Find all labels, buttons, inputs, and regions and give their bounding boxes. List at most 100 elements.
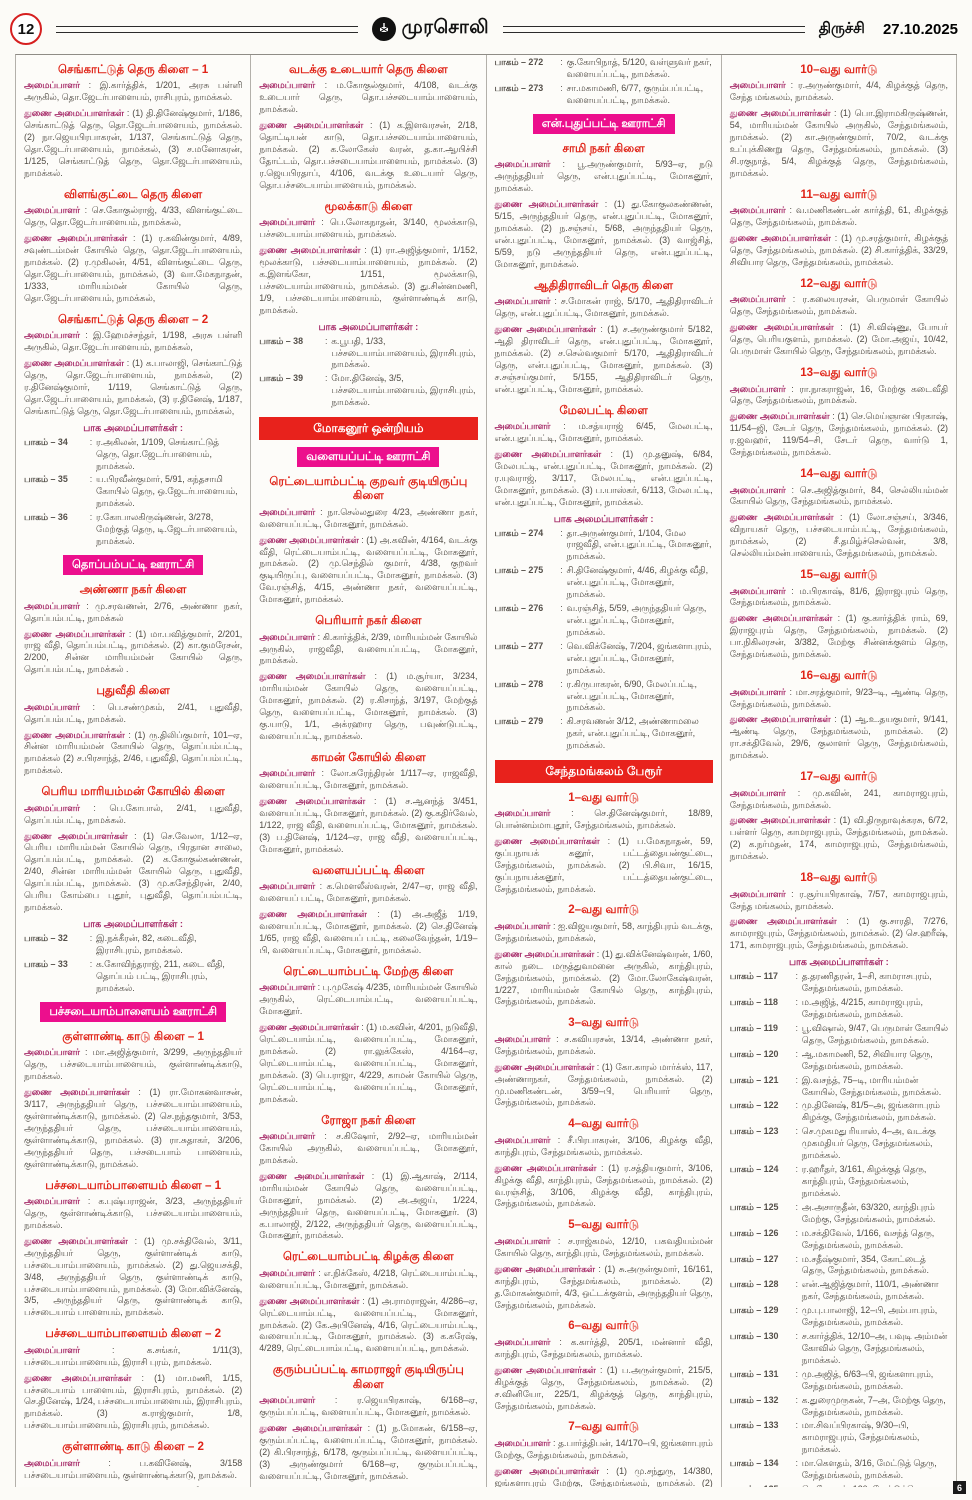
part-number-label: பாகம் – 126 (729, 1227, 779, 1238)
organizer-para: அமைப்பாளர் : ரா.நாகராஜன், 16, மேற்கு கடை… (729, 383, 948, 406)
part-number-label: பாகம் – 121 (729, 1074, 779, 1085)
para-label: அமைப்பாளர் (494, 1437, 551, 1448)
part-item: பாகம் – 132: க.துரைமுருகன், 7–அ, மேற்கு த… (730, 1395, 948, 1419)
part-number-label: பாகம் – 34 (24, 436, 68, 447)
para-label: அமைப்பாளர் (259, 506, 316, 517)
branch-title: ரெட்டையாம்பட்டி குறவர் குடியிருப்பு கிளை (269, 474, 468, 503)
part-organizers-subhead: பாக அமைப்பாளர்கள் : (83, 918, 183, 930)
para-label: அமைப்பாளர் (494, 159, 551, 170)
deputy-organizers-para: துணை அமைப்பாளர்கள் : (1) ரா.மோகனவாசன், 3… (24, 1087, 243, 1169)
part-text: க.கோவிந்தராஜ், 211, கடை வீதி, தொப்பம் பட… (96, 958, 225, 993)
deputy-organizers-para: துணை அமைப்பாளர்கள் : (1) ச.அருண்குமார் 5… (494, 324, 713, 394)
para-label: துணை அமைப்பாளர்கள் (494, 1061, 595, 1072)
part-colon: : (795, 1279, 798, 1290)
part-number-label: பாகம் – 125 (729, 1201, 779, 1212)
para-label: துணை அமைப்பாளர்கள் (259, 120, 364, 131)
part-colon: : (89, 474, 93, 485)
part-item: பாகம் – 126: ம.சக்திவேல், 1/166, வசந்த் த… (730, 1228, 948, 1252)
organizer-para: அமைப்பாளர் : க.புஷ்பராஜன், 3/23, அருந்தத… (24, 1196, 243, 1230)
para-label: அமைப்பாளர் (729, 80, 786, 91)
para-label: துணை அமைப்பாளர்கள் (494, 835, 600, 846)
part-text: ர.கிருபாகரன், 6/90, மேலப்பட்டி, என்.புது… (566, 678, 697, 713)
deputy-organizers-para: துணை அமைப்பாளர்கள் : (1) தி.தினேஷ்குமார்… (24, 108, 243, 178)
organizer-para: அமைப்பாளர் : க.சங்கர், 1/11(3), பச்சடையா… (24, 1344, 243, 1367)
part-text: செ.கோகுல், 120, மேட்டுத்தெரு, சேந்தமங்கல… (802, 1484, 948, 1487)
organizer-para: அமைப்பாளர் : செ.அஜித்குமார், 84, செல்லிய… (729, 484, 948, 507)
part-number-label: பாகம் – 276 (494, 603, 544, 614)
organizer-para: அமைப்பாளர் : ர.கலையரசன், பெருமாள் கோயில்… (729, 294, 948, 317)
masthead-rule-right (503, 25, 805, 33)
branch-title: 6–வது வார்டு (568, 1319, 640, 1333)
organizer-para: அமைப்பாளர் : பெ.லோகநாதன், 3/140, மூலக்கா… (259, 217, 478, 240)
deputy-organizers-para: துணை அமைப்பாளர்கள் : (1) அ.அஜீத் 1/19, வ… (259, 909, 478, 955)
part-text: ஆ.மகாமணி, 52, சிவியார தெரு, சேந்தமங்கலம்… (801, 1048, 933, 1071)
organizer-para: அமைப்பாளர் : நா.செல்லதுரை 4/23, அண்ணா நக… (259, 506, 478, 529)
organizer-para: அமைப்பாளர் : சீ.பிரபாகரன், 3/106, கிழக்க… (494, 1134, 713, 1157)
continuation-page-marker: 6 (953, 1481, 966, 1494)
part-text: இ.நக்கீரன், 82, கடைவீதி, இராசிபுரம், நாம… (96, 933, 197, 955)
part-item: பாகம் – 276: வ.ரஞ்சித், 5/59, அருந்ததியர்… (495, 603, 713, 639)
para-label: துணை அமைப்பாளர்கள் (24, 233, 127, 244)
deputy-organizers-para: துணை அமைப்பாளர்கள் : (1) மு.தனுஷ், 6/84,… (494, 448, 713, 507)
part-item: பாகம் – 121: இ.வசந்த், 75–டி, மாரியம்மன் … (730, 1075, 948, 1099)
organizer-para: அமைப்பாளர் : ச.மோகன் ராஜ், 5/170, ஆதிதிர… (494, 296, 713, 319)
part-colon: : (795, 1394, 798, 1405)
part-text: மா.கௌதம், 3/16, மேட்டுத் தெரு, சேந்தமங்க… (801, 1458, 937, 1481)
organizer-para: அமைப்பாளர் : க.கார்த்தி, 205/1, மன்னார் … (494, 1336, 713, 1359)
branch-title: 11–வது வார்டு (800, 187, 878, 201)
para-label: துணை அமைப்பாளர்கள் (729, 714, 831, 725)
part-text: ம.சக்திவேல், 1/166, வசந்த் தெரு, சேந்தமங… (801, 1227, 935, 1250)
branch-title: ரெட்டையாம்பட்டி மேற்கு கிளை (283, 964, 454, 978)
part-item: பாகம் – 120: ஆ.மகாமணி, 52, சிவியார தெரு, … (730, 1049, 948, 1073)
part-number-label: பாகம் – 36 (24, 512, 68, 523)
para-label: துணை அமைப்பாளர்கள் (494, 1465, 599, 1476)
part-colon: : (89, 958, 93, 969)
part-text: ம.சதீஷ்குமார், 354, கோட்டைத் தெரு, சேந்த… (801, 1253, 929, 1276)
organizer-para: அமைப்பாளர் : ர.சூர்யபிரகாஷ், 7/57, காமரா… (729, 888, 948, 911)
part-number-label: பாகம் – 279 (494, 716, 544, 727)
deputy-organizers-para: துணை அமைப்பாளர்கள் : (1) து.கோகுலகண்ணன்,… (494, 199, 713, 269)
organizer-para: அமைப்பாளர் : செ.கோகுல்ராஜ், 4/33, விளங்க… (24, 205, 243, 228)
deputy-organizers-para: துணை அமைப்பாளர்கள் : (1) ப.மேகநாதன், 59,… (494, 835, 713, 894)
deputy-organizers-para: துணை அமைப்பாளர்கள் : (1) ந.மோகன், 6/158–… (259, 1423, 478, 1481)
organizer-para: அமைப்பாளர் : ர.அருண்குமார், 4/4, கிழக்கு… (729, 80, 948, 103)
branch-title: சாமி நகர் கிளை (562, 141, 645, 155)
para-label: அமைப்பாளர் (729, 383, 786, 394)
part-text: ச.கார்த்திக், 12/10–அ, பவுடி அம்மன் கோவி… (801, 1331, 948, 1365)
para-label: துணை அமைப்பாளர்கள் (494, 448, 601, 459)
part-number-label: பாகம் – 117 (729, 971, 778, 982)
para-label: துணை அமைப்பாளர்கள் (729, 411, 830, 422)
para-label: துணை அமைப்பாளர்கள் (729, 916, 837, 927)
branch-title: வளையப்பட்டி கிளை (312, 863, 425, 877)
para-label: அமைப்பாளர் (24, 205, 80, 216)
masthead-brand: முரசொலி (371, 17, 490, 41)
branch-title: பெரியார் நகர் கிளை (315, 614, 422, 628)
column-content-2: வடக்கு உடையார் தெரு கிளை அமைப்பாளர் : ம.க… (259, 63, 478, 1487)
part-number-label: பாகம் – 277 (494, 640, 544, 651)
part-item: பாகம் – 133: மா.சிவப்பிரகாஷ், 9/30–பி, கா… (730, 1420, 948, 1456)
organizer-para: அமைப்பாளர் : பூ.அருண்குமார், 5/93–ஏ, நடு… (494, 159, 713, 194)
part-colon: : (795, 1458, 798, 1469)
deputy-organizers-para: துணை அமைப்பாளர்கள் : (1) ர.சத்தியகுமார்,… (494, 1162, 713, 1209)
para-label: அமைப்பாளர் (259, 217, 316, 228)
masthead-title: முரசொலி (401, 17, 490, 38)
deputy-organizers-para: துணை அமைப்பாளர்கள் : (1) அ.ராமராஜன், 4/2… (259, 1295, 478, 1354)
part-colon: : (795, 1126, 798, 1137)
branch-title: 12–வது வார்டு (800, 276, 878, 290)
organizer-para: அமைப்பாளர் : ம.கோகுல்குமார், 4/108, வடக்… (259, 80, 478, 115)
part-text: ர.அகிலன், 1/109, செங்காட்டுத் தெரு, தொ.ஜ… (96, 436, 219, 471)
panchayat-banner-row: பச்சடையாம்பாளையம் ஊராட்சி (24, 1001, 242, 1022)
panchayat-banner: என்.புதுப்பட்டி ஊராட்சி (532, 113, 675, 134)
deputy-organizers-para: துணை அமைப்பாளர்கள் : (1) து.விக்னேஷ்வரன்… (494, 948, 713, 1007)
masthead-rule-left (56, 25, 358, 33)
deputy-organizers-para: துணை அமைப்பாளர்கள் : (1) க.பாலாஜி, செங்க… (24, 358, 243, 416)
deputy-organizers-para: துணை அமைப்பாளர்கள் : (1) செ.மெய்ஞான பிரக… (729, 411, 949, 458)
part-text: அ.அசாருதீன், 63/320, காந்திபுரம் மேற்கு,… (801, 1201, 936, 1224)
part-colon: : (795, 1164, 798, 1175)
deputy-organizers-para: துணை அமைப்பாளர்கள் : (1) ம.சூர்யா, 3/234… (259, 671, 478, 742)
part-item: பாகம் – 134: மா.கௌதம், 3/16, மேட்டுத் தெர… (730, 1458, 948, 1482)
para-label: அமைப்பாளர் (259, 80, 316, 91)
part-item: பாகம் – 32: இ.நக்கீரன், 82, கடைவீதி, இராச… (24, 933, 242, 957)
part-colon: : (560, 678, 563, 689)
